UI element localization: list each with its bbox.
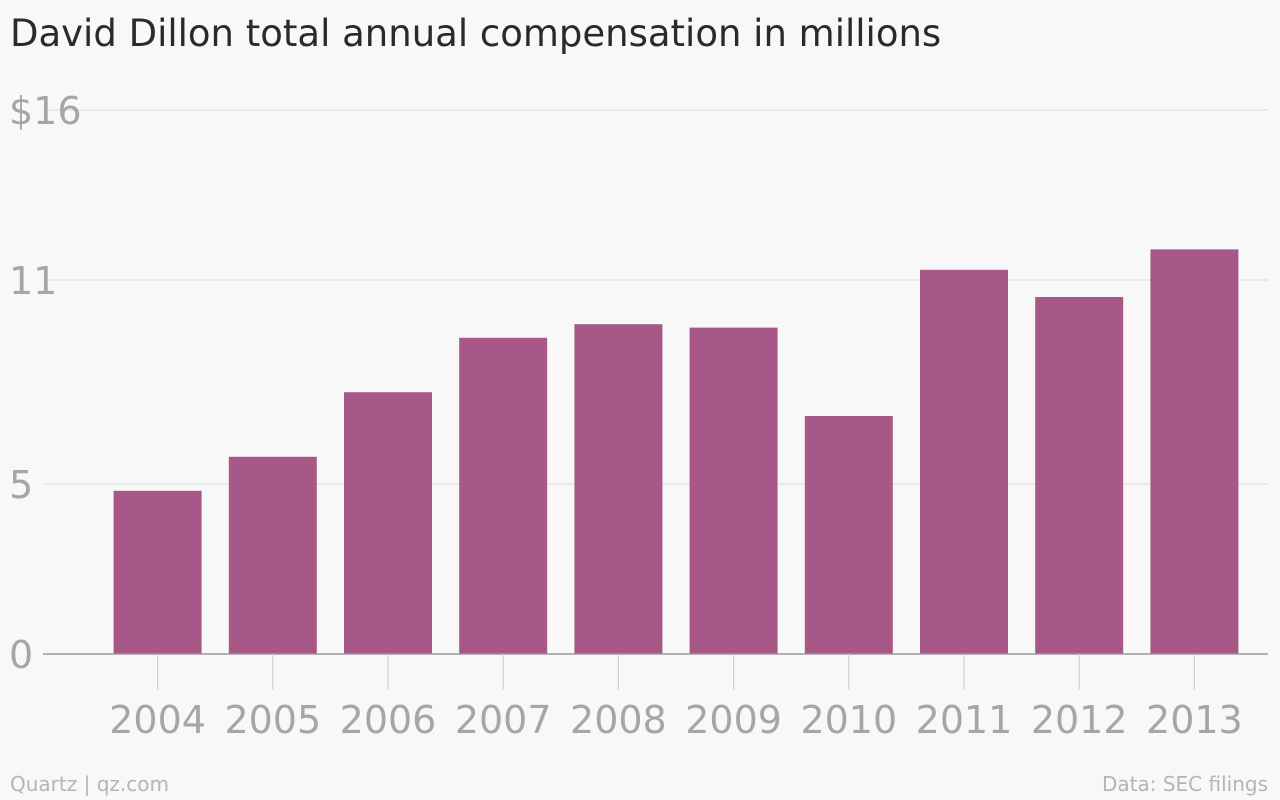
y-tick-labels: 0 5 11 $16	[9, 89, 82, 677]
bar	[344, 392, 432, 654]
x-tick-label: 2010	[800, 698, 897, 742]
y-tick-label: $16	[9, 89, 82, 133]
chart-title: David Dillon total annual compensation i…	[10, 12, 942, 55]
bar	[1150, 249, 1239, 654]
x-tick-labels: 2004 2005 2006 2007 2008 2009 2010 2011 2012 2013	[109, 698, 1243, 742]
x-tick-label: 2009	[685, 698, 782, 742]
bar	[228, 456, 317, 654]
x-tick-label: 2013	[1146, 698, 1243, 742]
x-axis	[43, 653, 1268, 690]
bar	[689, 327, 778, 654]
x-tick-label: 2008	[570, 698, 667, 742]
footer-credit: Data: SEC filings	[1101, 772, 1268, 796]
x-tick-label: 2005	[224, 698, 321, 742]
y-tick-label: 0	[9, 633, 33, 677]
bar	[459, 337, 548, 654]
x-tick-label: 2012	[1031, 698, 1128, 742]
x-tick-label: 2011	[916, 698, 1013, 742]
footer-source: Quartz | qz.com	[10, 772, 169, 796]
bar	[574, 324, 663, 654]
bar	[804, 416, 893, 654]
bar	[920, 269, 1008, 654]
y-tick-label: 11	[9, 259, 57, 303]
bar	[113, 490, 202, 654]
x-tick-label: 2004	[109, 698, 206, 742]
x-tick-label: 2007	[455, 698, 552, 742]
y-tick-label: 5	[9, 463, 33, 507]
bar	[1035, 297, 1124, 654]
bars	[113, 249, 1239, 654]
x-tick-label: 2006	[340, 698, 437, 742]
